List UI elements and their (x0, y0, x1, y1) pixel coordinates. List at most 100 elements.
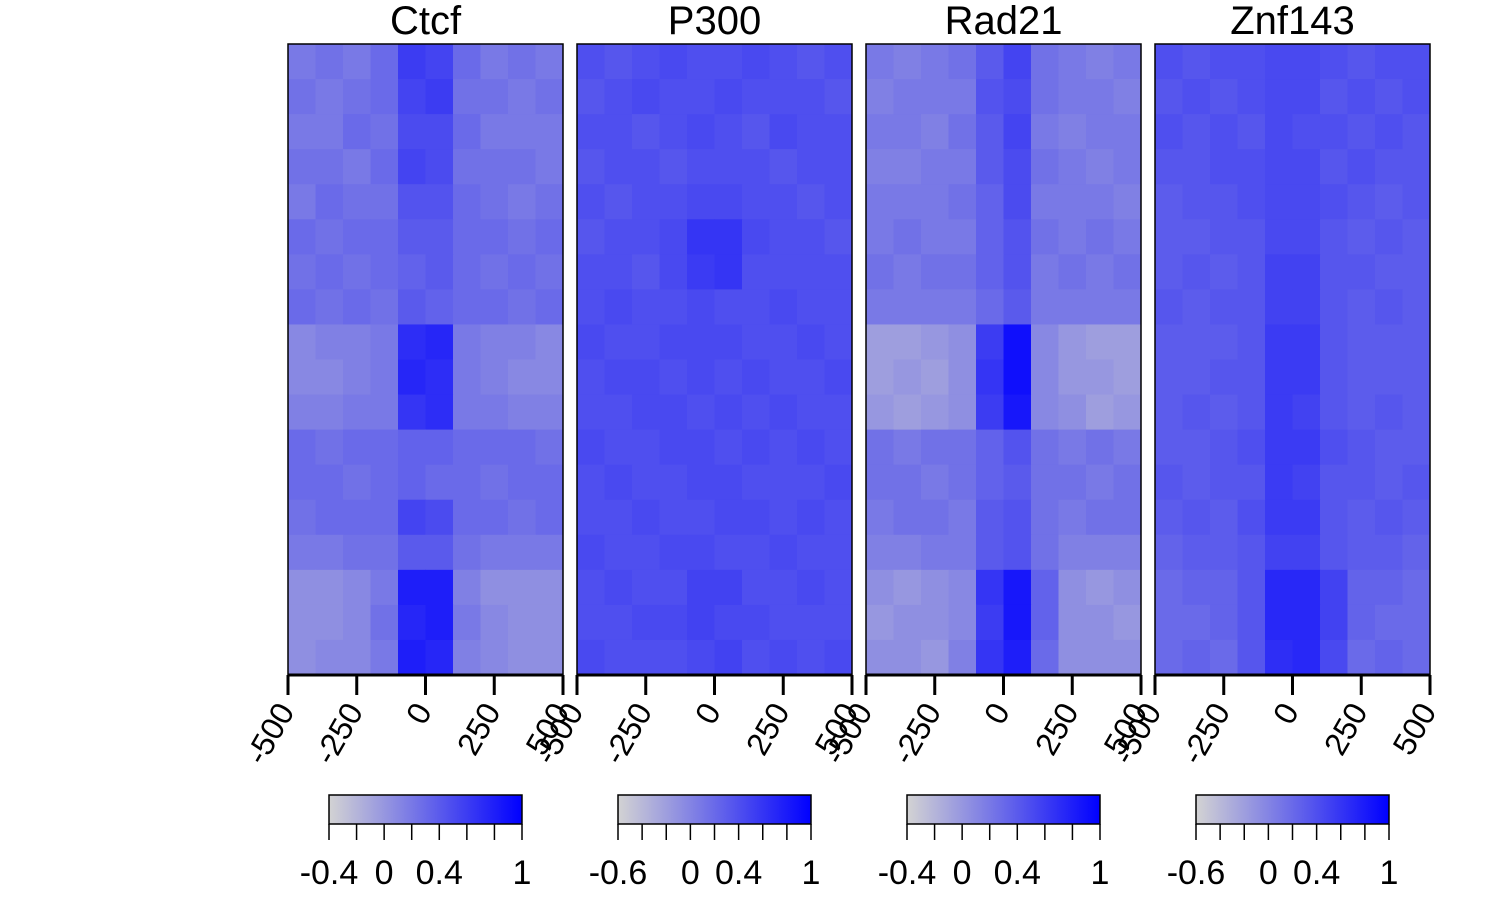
heatmap-cell (1265, 184, 1293, 220)
heatmap-cell (1347, 639, 1376, 676)
heatmap-cell (1375, 79, 1403, 115)
heatmap-cell (1182, 604, 1211, 641)
heatmap-cell (769, 464, 798, 501)
heatmap-cell (921, 499, 949, 536)
heatmap-cell (632, 464, 660, 501)
heatmap-cell (577, 219, 605, 255)
heatmap-cell (632, 219, 660, 255)
heatmap-cell (742, 534, 770, 571)
colorbar-tick-label: 1 (802, 854, 821, 892)
heatmap-cell (508, 289, 536, 325)
heatmap-cell (1003, 114, 1032, 150)
heatmap-cell (535, 499, 564, 536)
heatmap-cell (315, 394, 344, 431)
heatmap-cell (370, 44, 399, 80)
heatmap-cell (1402, 114, 1431, 150)
heatmap-cell (687, 499, 715, 536)
heatmap-cell (480, 604, 509, 641)
x-tick-label: 250 (450, 697, 508, 761)
heatmap-cell (866, 394, 894, 431)
heatmap-cell (1375, 254, 1403, 290)
heatmap-cell (370, 254, 399, 290)
heatmap-cell (1292, 394, 1321, 431)
heatmap-cell (687, 184, 715, 220)
heatmap-cell (453, 254, 481, 290)
heatmap-cell (398, 359, 426, 396)
heatmap-cell (1237, 324, 1266, 360)
heatmap-cell (508, 604, 536, 641)
heatmap-cell (1086, 569, 1114, 606)
heatmap-cell (1210, 604, 1238, 641)
colorbar-tick-label: 0.4 (994, 854, 1041, 892)
heatmap-cell (1058, 324, 1087, 360)
heatmap-cell (824, 219, 853, 255)
heatmap-cell (659, 219, 688, 255)
colorbar-tick-label: 0 (1259, 854, 1278, 892)
heatmap-cell (866, 79, 894, 115)
heatmap-cell (370, 394, 399, 431)
heatmap-cell (687, 534, 715, 571)
heatmap-cell (866, 184, 894, 220)
heatmap-cell (797, 569, 825, 606)
heatmap-cell (480, 394, 509, 431)
heatmap-cell (976, 114, 1004, 150)
heatmap-cell (343, 219, 371, 255)
heatmap-cell (480, 324, 509, 360)
heatmap-cell (1237, 44, 1266, 80)
heatmap-cell (288, 499, 316, 536)
heatmap-cell (370, 219, 399, 255)
heatmap-cell (343, 44, 371, 80)
heatmap-cell (1086, 359, 1114, 396)
heatmap-cell (797, 604, 825, 641)
heatmap-cell (480, 429, 509, 466)
heatmap-cell (315, 289, 344, 325)
heatmap-cell (425, 254, 454, 290)
heatmap-cell (824, 184, 853, 220)
heatmap-cell (1155, 114, 1183, 150)
heatmap-cell (1210, 149, 1238, 185)
heatmap-cell (976, 184, 1004, 220)
heatmap-cell (976, 534, 1004, 571)
heatmap-cell (893, 254, 922, 290)
heatmap-cell (288, 254, 316, 290)
heatmap-cell (714, 254, 743, 290)
heatmap-cell (976, 394, 1004, 431)
heatmap-cell (659, 464, 688, 501)
heatmap-cell (659, 359, 688, 396)
heatmap-cell (1375, 639, 1403, 676)
heatmap-cell (1155, 359, 1183, 396)
heatmap-cell (1265, 79, 1293, 115)
heatmap-cell (1058, 359, 1087, 396)
heatmap-cell (742, 289, 770, 325)
heatmap-cell (453, 149, 481, 185)
heatmap-cell (453, 289, 481, 325)
heatmap-cell (453, 569, 481, 606)
colorbar-tick-label: -0.6 (589, 854, 648, 892)
heatmap-cell (1210, 499, 1238, 536)
heatmap-cell (288, 429, 316, 466)
heatmap-cell (866, 114, 894, 150)
heatmap-cell (1086, 429, 1114, 466)
heatmap-cell (1182, 534, 1211, 571)
heatmap-cell (1375, 184, 1403, 220)
heatmap-cell (577, 464, 605, 501)
heatmap-cell (687, 289, 715, 325)
heatmap-cell (535, 324, 564, 360)
heatmap-cell (1402, 79, 1431, 115)
heatmap-cell (1058, 534, 1087, 571)
heatmap-cell (797, 464, 825, 501)
heatmap-cell (797, 289, 825, 325)
heatmap-cell (288, 289, 316, 325)
heatmap-cell (714, 289, 743, 325)
heatmap-cell (659, 44, 688, 80)
x-tick-label: 0 (399, 697, 439, 730)
heatmap-cell (1113, 464, 1142, 501)
heatmap-cell (1182, 359, 1211, 396)
heatmap-cell (343, 184, 371, 220)
heatmap-cell (453, 184, 481, 220)
heatmap-cell (948, 359, 977, 396)
heatmap-cell (769, 254, 798, 290)
heatmap-cell (1265, 639, 1293, 676)
heatmap-cell (824, 499, 853, 536)
heatmap-cell (1402, 289, 1431, 325)
